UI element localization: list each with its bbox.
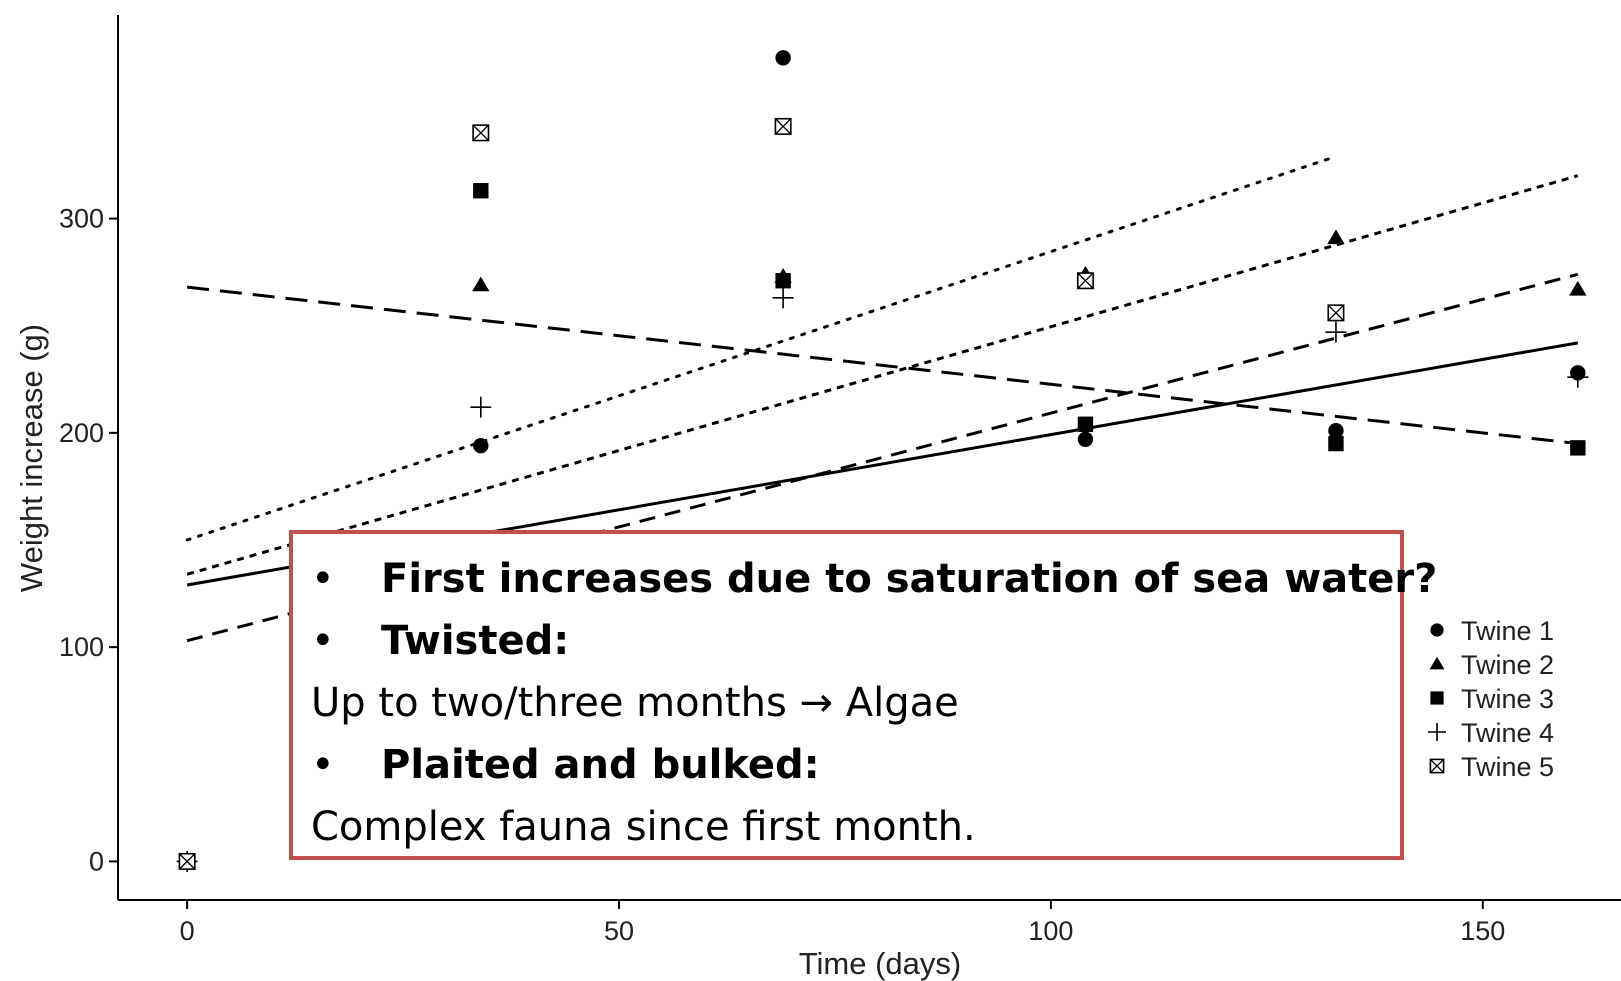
callout-line-4: • Plaited and bulked:: [311, 734, 1400, 796]
callout-text: Twisted:: [381, 618, 570, 664]
bullet-icon: •: [311, 618, 335, 664]
x-tick-label: 0: [180, 916, 195, 946]
callout-line-5: Complex fauna since first month.: [311, 796, 1400, 858]
data-point-twine-1: [775, 50, 791, 66]
callout-line-2: • Twisted:: [311, 610, 1400, 672]
data-point-twine-2: [1327, 229, 1345, 245]
callout-text: Complex fauna since first month.: [311, 804, 976, 850]
circle-marker: [1328, 423, 1344, 439]
callout-line-1: • First increases due to saturation of se…: [311, 548, 1437, 610]
callout-box: • First increases due to saturation of se…: [289, 530, 1437, 860]
fit-line-twine-2: [186, 174, 1579, 576]
data-point-twine-4: [1567, 366, 1589, 388]
box-marker-diag: [774, 118, 792, 135]
legend-label: Twine 5: [1461, 752, 1554, 782]
box-marker-diag: [1077, 272, 1094, 289]
legend-label: Twine 4: [1461, 718, 1554, 748]
data-point-twine-5: [472, 124, 490, 142]
callout-text: Plaited and bulked:: [381, 742, 820, 788]
x-tick-label: 50: [604, 916, 634, 946]
data-point-twine-3: [473, 183, 489, 199]
data-point-twine-3: [1328, 435, 1344, 452]
circle-marker: [775, 50, 791, 66]
fit-line-twine-3: [186, 285, 1578, 446]
data-point-twine-3: [1570, 440, 1586, 456]
legend-marker-twine-5: [1429, 758, 1445, 774]
square-marker: [1328, 435, 1344, 452]
data-point-twine-3: [1077, 416, 1094, 432]
square-marker: [1430, 691, 1444, 705]
circle-marker: [473, 438, 489, 454]
x-tick-label: 100: [1028, 916, 1073, 946]
circle-marker: [1077, 431, 1094, 447]
legend-label: Twine 1: [1461, 616, 1554, 646]
data-point-twine-4: [772, 287, 794, 309]
box-marker-diag: [1429, 758, 1445, 774]
data-point-twine-5: [774, 117, 792, 135]
y-axis-label: Weight increase (g): [14, 324, 49, 592]
data-point-twine-1: [473, 438, 489, 454]
legend: Twine 1 Twine 2 Twine 3 Twine 4 Twine 5: [1428, 616, 1554, 782]
bullet-icon: •: [311, 742, 335, 788]
x-axis-label: Time (days): [799, 946, 961, 981]
data-point-twine-3: [775, 273, 791, 289]
data-point-twine-2: [1569, 280, 1587, 296]
triangle-marker: [1327, 229, 1345, 245]
legend-marker-twine-3: [1430, 691, 1444, 705]
square-marker: [1570, 440, 1586, 456]
data-point-twine-4: [1325, 321, 1347, 343]
fit-line-twine-5: [185, 154, 1338, 542]
y-tick-label: 0: [89, 846, 104, 876]
box-marker-diag: [472, 124, 489, 142]
callout-line-3: Up to two/three months → Algae: [311, 672, 1400, 734]
square-marker: [1077, 416, 1094, 432]
data-point-twine-2: [472, 276, 490, 292]
legend-marker-twine-1: [1430, 623, 1444, 637]
data-point-twine-5: [1076, 272, 1094, 290]
y-tick-label: 300: [59, 204, 104, 234]
legend-marker-twine-4: [1428, 723, 1446, 741]
data-point-twine-5: [178, 852, 196, 870]
legend-marker-twine-2: [1429, 656, 1445, 670]
data-point-twine-5: [1327, 304, 1345, 322]
data-point-twine-1: [1328, 423, 1344, 439]
triangle-marker: [1429, 656, 1445, 670]
circle-marker: [1430, 623, 1444, 637]
x-tick-label: 150: [1460, 916, 1505, 946]
axes: 0 50 100 150 0 100 200 300: [59, 15, 1621, 946]
bullet-icon: •: [311, 556, 335, 602]
y-tick-label: 200: [59, 418, 104, 448]
box-marker-diag: [1327, 304, 1345, 322]
square-marker: [775, 273, 791, 289]
legend-label: Twine 2: [1461, 650, 1554, 680]
y-tick-label: 100: [59, 632, 104, 662]
callout-text: First increases due to saturation of sea…: [381, 556, 1438, 602]
callout-text: Up to two/three months → Algae: [311, 680, 959, 726]
data-points: [176, 50, 1589, 872]
box-marker-diag: [178, 853, 196, 870]
square-marker: [473, 183, 489, 199]
legend-label: Twine 3: [1461, 684, 1554, 714]
triangle-marker: [472, 276, 490, 292]
triangle-marker: [1569, 280, 1587, 296]
data-point-twine-4: [470, 396, 492, 418]
data-point-twine-1: [1077, 431, 1094, 447]
